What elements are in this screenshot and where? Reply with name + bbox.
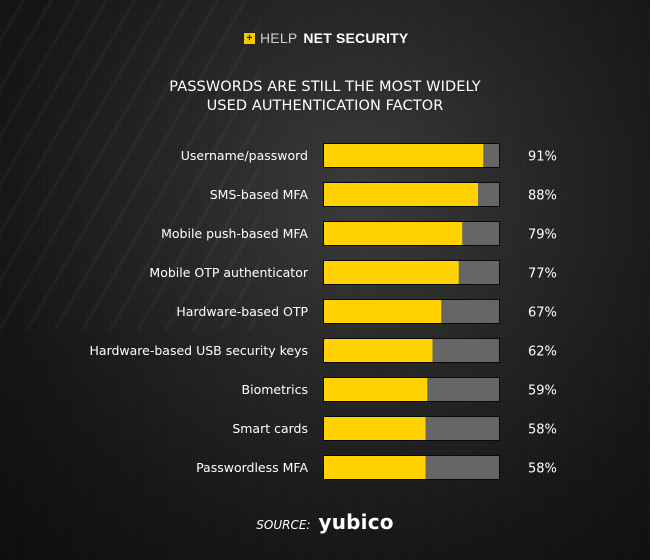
background-streaks — [0, 0, 260, 330]
category-label: Hardware-based OTP — [176, 304, 308, 319]
value-label: 91% — [528, 150, 557, 165]
bar — [324, 183, 478, 206]
value-label: 79% — [528, 228, 557, 243]
value-label: 77% — [528, 267, 557, 282]
plus-icon: + — [243, 31, 256, 45]
bar-row: Hardware-based OTP 67% — [176, 299, 557, 324]
category-label: Mobile push-based MFA — [161, 226, 308, 241]
value-label: 62% — [528, 345, 557, 360]
bar — [324, 222, 463, 245]
category-label: Biometrics — [242, 382, 308, 397]
bar — [324, 339, 433, 362]
category-label: Mobile OTP authenticator — [149, 265, 308, 280]
category-label: Passwordless MFA — [196, 460, 308, 475]
bar — [324, 144, 484, 167]
bar-row: SMS-based MFA 88% — [210, 182, 557, 207]
bar-row: Mobile push-based MFA 79% — [161, 221, 557, 246]
chart-title-line-2: USED AUTHENTICATION FACTOR — [206, 98, 444, 114]
bar — [324, 378, 428, 401]
bar-row: Username/password 91% — [181, 143, 557, 168]
bar-row: Smart cards 58% — [232, 416, 557, 441]
value-label: 67% — [528, 306, 557, 321]
category-label: SMS-based MFA — [210, 187, 309, 202]
value-label: 58% — [528, 462, 557, 477]
chart-title: PASSWORDS ARE STILL THE MOST WIDELY USED… — [0, 78, 650, 116]
bar — [324, 417, 426, 440]
value-label: 59% — [528, 384, 557, 399]
bar — [324, 456, 426, 479]
bar — [324, 300, 442, 323]
source-credit: SOURCE: yubico — [0, 510, 650, 534]
category-label: Smart cards — [232, 421, 308, 436]
value-label: 58% — [528, 423, 557, 438]
source-label: SOURCE: — [256, 518, 311, 532]
logo-security-text: SECURITY — [335, 30, 409, 46]
chart-title-line-1: PASSWORDS ARE STILL THE MOST WIDELY — [169, 79, 481, 95]
category-label: Username/password — [181, 148, 308, 163]
yubico-logo: yubico — [318, 510, 394, 534]
value-label: 88% — [528, 189, 557, 204]
bar-row: Biometrics 59% — [242, 377, 557, 402]
category-label: Hardware-based USB security keys — [90, 343, 308, 358]
bar-row: Passwordless MFA 58% — [196, 455, 557, 480]
bar — [324, 261, 459, 284]
helpnetsecurity-logo: + HELP NET SECURITY — [243, 30, 408, 46]
logo-net-text: NET — [303, 30, 332, 46]
logo-help-text: HELP — [260, 30, 298, 46]
bar-row: Hardware-based USB security keys 62% — [90, 338, 557, 363]
bar-row: Mobile OTP authenticator 77% — [149, 260, 557, 285]
